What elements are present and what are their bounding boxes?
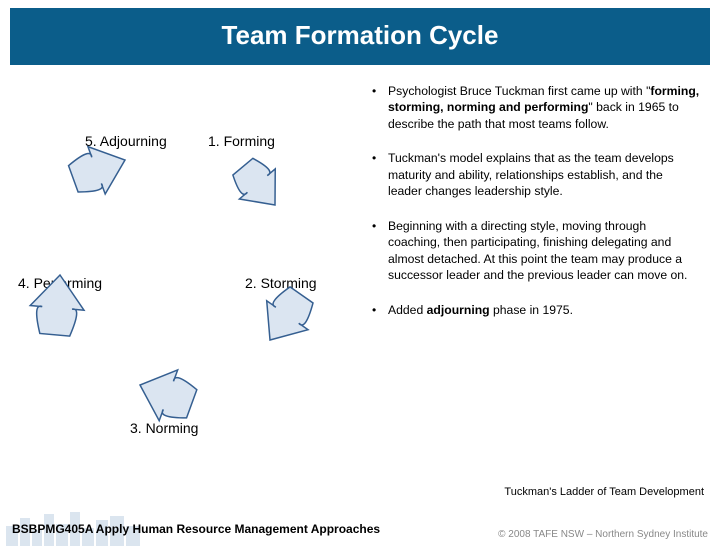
bullet-1-pre: Psychologist Bruce Tuckman first came up… [388, 84, 650, 98]
bullet-4-bold: adjourning [427, 303, 490, 317]
stage-performing: 4. Performing [18, 275, 102, 291]
cycle-diagram: 1. Forming 2. Storming 3. Norming 4. Per… [10, 65, 360, 445]
diagram-caption: Tuckman's Ladder of Team Development [504, 486, 704, 498]
slide-title: Team Formation Cycle [10, 8, 710, 65]
footer-brand: © 2008 TAFE NSW – Northern Sydney Instit… [498, 529, 708, 540]
bullet-1: Psychologist Bruce Tuckman first came up… [368, 83, 700, 132]
stage-adjourning: 5. Adjourning [85, 133, 167, 149]
bullet-2: Tuckman's model explains that as the tea… [368, 150, 700, 199]
bullet-3: Beginning with a directing style, moving… [368, 218, 700, 284]
cycle-arrows [10, 65, 360, 445]
main-content: 1. Forming 2. Storming 3. Norming 4. Per… [0, 65, 720, 445]
bullet-4-post: phase in 1975. [490, 303, 573, 317]
stage-norming: 3. Norming [130, 420, 198, 436]
stage-storming: 2. Storming [245, 275, 317, 291]
stage-forming: 1. Forming [208, 133, 275, 149]
course-code: BSBPMG405A Apply Human Resource Manageme… [12, 522, 380, 536]
bullet-4-pre: Added [388, 303, 427, 317]
bullet-4: Added adjourning phase in 1975. [368, 302, 700, 318]
bullet-list: Psychologist Bruce Tuckman first came up… [360, 65, 710, 445]
